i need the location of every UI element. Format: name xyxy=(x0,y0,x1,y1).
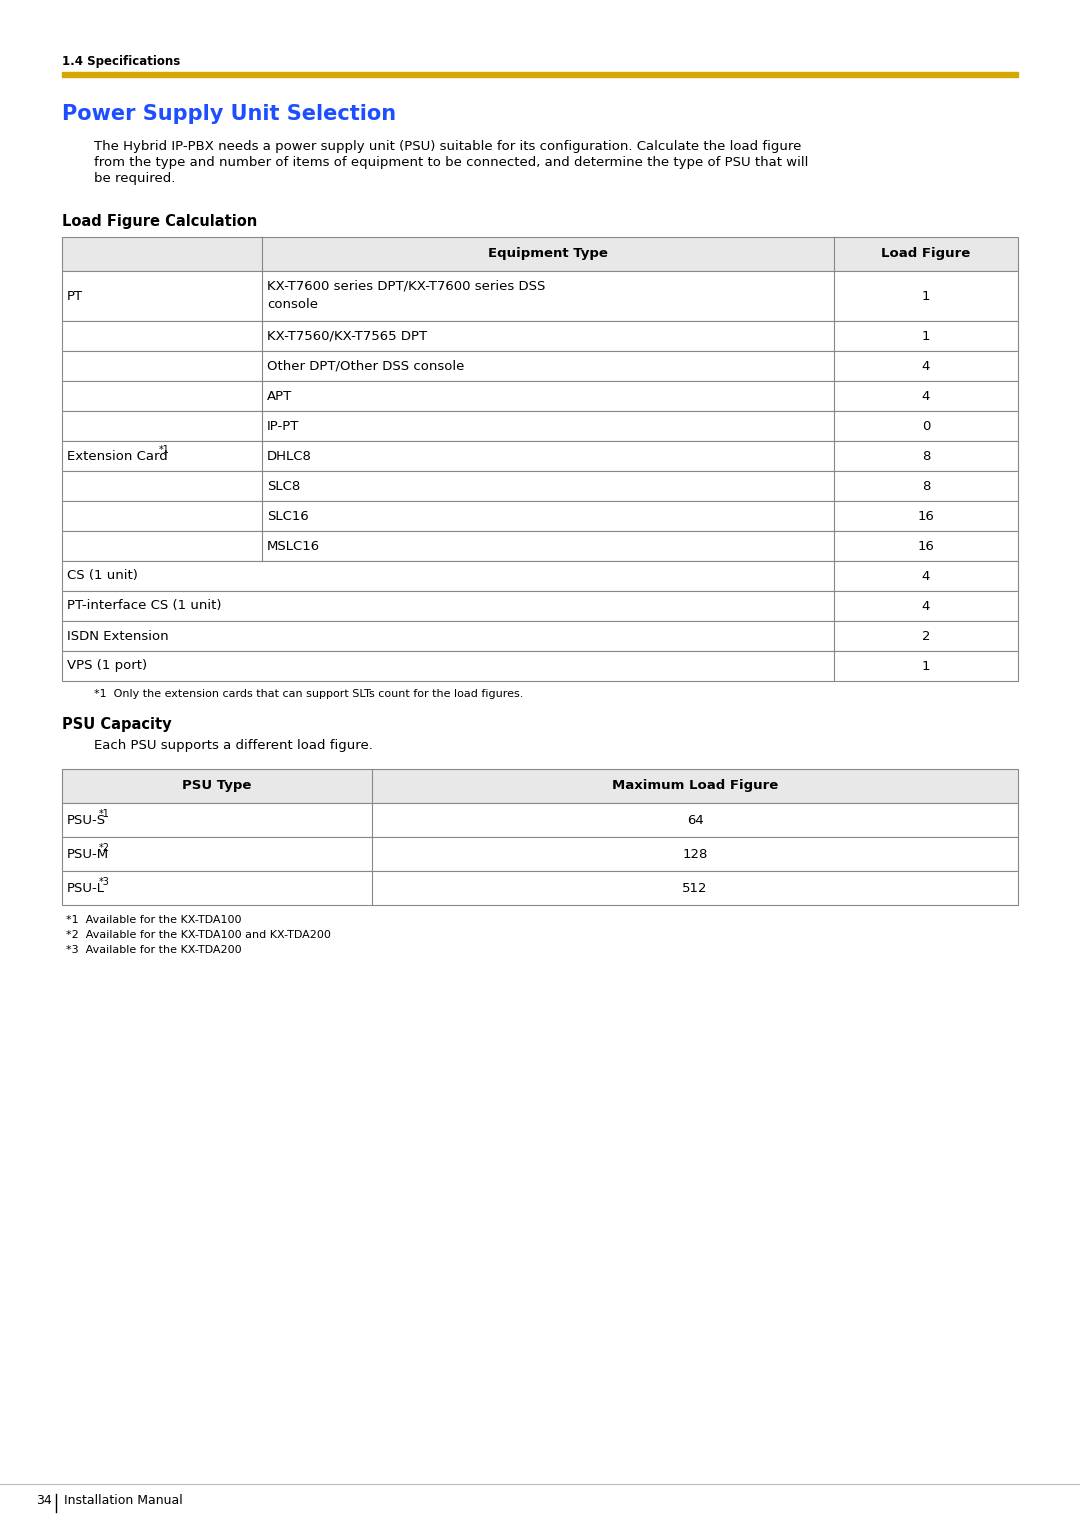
Bar xyxy=(62,442,1018,471)
Text: 2: 2 xyxy=(921,630,930,642)
Text: PSU Type: PSU Type xyxy=(183,779,252,793)
Text: from the type and number of items of equipment to be connected, and determine th: from the type and number of items of equ… xyxy=(94,156,808,170)
Text: 128: 128 xyxy=(683,848,707,860)
Text: The Hybrid IP-PBX needs a power supply unit (PSU) suitable for its configuration: The Hybrid IP-PBX needs a power supply u… xyxy=(94,141,801,153)
Bar xyxy=(62,804,1018,837)
Text: PSU Capacity: PSU Capacity xyxy=(62,717,172,732)
Text: DHLC8: DHLC8 xyxy=(267,449,312,463)
Text: VPS (1 port): VPS (1 port) xyxy=(67,660,147,672)
Text: KX-T7560/KX-T7565 DPT: KX-T7560/KX-T7565 DPT xyxy=(267,330,427,342)
Bar xyxy=(62,532,1018,561)
Text: CS (1 unit): CS (1 unit) xyxy=(67,570,138,582)
Bar xyxy=(62,837,1018,871)
Bar xyxy=(62,380,1018,411)
Text: KX-T7600 series DPT/KX-T7600 series DSS: KX-T7600 series DPT/KX-T7600 series DSS xyxy=(267,280,545,292)
Text: 1: 1 xyxy=(921,660,930,672)
Text: 16: 16 xyxy=(918,509,934,523)
Text: 16: 16 xyxy=(918,539,934,553)
Text: *2: *2 xyxy=(99,843,110,853)
Text: *1: *1 xyxy=(99,808,110,819)
Bar xyxy=(62,561,1018,591)
Text: 1: 1 xyxy=(921,289,930,303)
Text: Power Supply Unit Selection: Power Supply Unit Selection xyxy=(62,104,396,124)
Bar xyxy=(62,351,1018,380)
Text: Maximum Load Figure: Maximum Load Figure xyxy=(612,779,778,793)
Text: Extension Card: Extension Card xyxy=(67,449,167,463)
Text: Equipment Type: Equipment Type xyxy=(488,248,608,260)
Text: be required.: be required. xyxy=(94,173,175,185)
Text: console: console xyxy=(267,298,318,310)
Text: SLC16: SLC16 xyxy=(267,509,309,523)
Text: PSU-M: PSU-M xyxy=(67,848,109,860)
Text: *1: *1 xyxy=(159,445,170,455)
Text: *3: *3 xyxy=(99,877,110,886)
Text: 64: 64 xyxy=(687,813,703,827)
Bar xyxy=(62,411,1018,442)
Text: APT: APT xyxy=(267,390,293,402)
Text: *1  Only the extension cards that can support SLTs count for the load figures.: *1 Only the extension cards that can sup… xyxy=(94,689,524,698)
Text: 8: 8 xyxy=(922,480,930,492)
Bar xyxy=(62,871,1018,905)
Text: *1  Available for the KX-TDA100: *1 Available for the KX-TDA100 xyxy=(66,915,242,924)
Text: 8: 8 xyxy=(922,449,930,463)
Bar xyxy=(62,501,1018,532)
Text: 1.4 Specifications: 1.4 Specifications xyxy=(62,55,180,69)
Text: PT-interface CS (1 unit): PT-interface CS (1 unit) xyxy=(67,599,221,613)
Text: 4: 4 xyxy=(922,570,930,582)
Bar xyxy=(62,471,1018,501)
Text: IP-PT: IP-PT xyxy=(267,420,299,432)
Text: 512: 512 xyxy=(683,882,707,894)
Bar xyxy=(62,72,1018,76)
Text: PSU-S: PSU-S xyxy=(67,813,106,827)
Text: Each PSU supports a different load figure.: Each PSU supports a different load figur… xyxy=(94,740,373,752)
Bar xyxy=(62,237,1018,270)
Text: 0: 0 xyxy=(922,420,930,432)
Text: Other DPT/Other DSS console: Other DPT/Other DSS console xyxy=(267,359,464,373)
Text: 4: 4 xyxy=(922,390,930,402)
Text: SLC8: SLC8 xyxy=(267,480,300,492)
Text: MSLC16: MSLC16 xyxy=(267,539,320,553)
Text: PSU-L: PSU-L xyxy=(67,882,105,894)
Bar xyxy=(62,270,1018,321)
Text: Load Figure Calculation: Load Figure Calculation xyxy=(62,214,257,229)
Text: 4: 4 xyxy=(922,359,930,373)
Text: *2  Available for the KX-TDA100 and KX-TDA200: *2 Available for the KX-TDA100 and KX-TD… xyxy=(66,931,330,940)
Text: 1: 1 xyxy=(921,330,930,342)
Bar xyxy=(62,620,1018,651)
Text: ISDN Extension: ISDN Extension xyxy=(67,630,168,642)
Bar xyxy=(62,591,1018,620)
Bar xyxy=(62,651,1018,681)
Text: Installation Manual: Installation Manual xyxy=(64,1494,183,1507)
Bar xyxy=(62,769,1018,804)
Text: PT: PT xyxy=(67,289,83,303)
Text: 34: 34 xyxy=(36,1494,52,1507)
Bar xyxy=(62,321,1018,351)
Text: 4: 4 xyxy=(922,599,930,613)
Text: *3  Available for the KX-TDA200: *3 Available for the KX-TDA200 xyxy=(66,944,242,955)
Text: Load Figure: Load Figure xyxy=(881,248,971,260)
